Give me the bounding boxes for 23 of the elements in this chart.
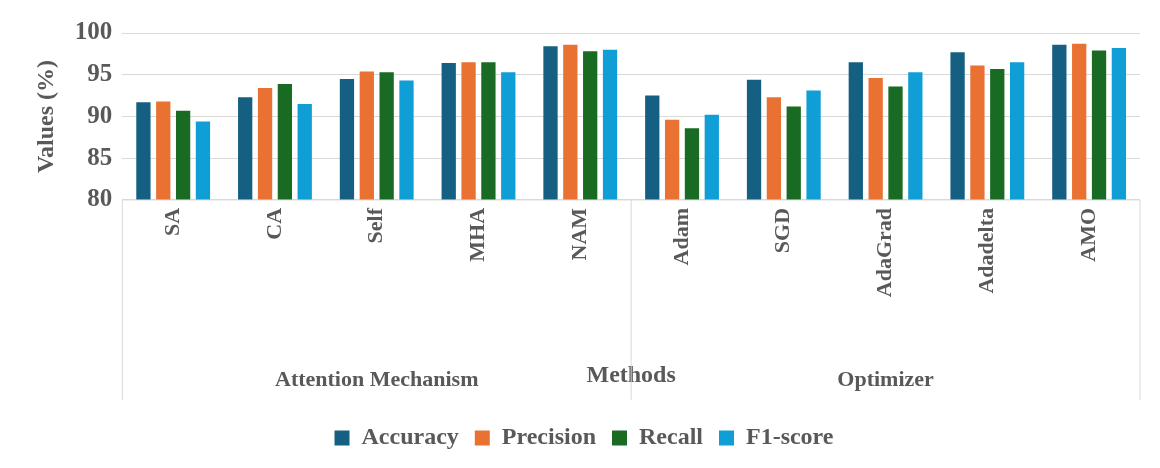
legend-label: F1-score bbox=[745, 423, 834, 450]
annotation: Attention Mechanism bbox=[274, 365, 479, 391]
y-axis-title: Values (%) bbox=[31, 59, 58, 174]
x-tick-label: NAM bbox=[565, 207, 591, 261]
x-tick-label: Adadelta bbox=[973, 207, 999, 294]
x-tick-label: CA bbox=[260, 207, 286, 240]
legend-label: Accuracy bbox=[361, 423, 459, 450]
x-tick-label: SA bbox=[158, 207, 184, 237]
x-tick-label: MHA bbox=[464, 207, 490, 262]
x-tick-label: Adam bbox=[667, 207, 693, 266]
x-axis-title: Methods bbox=[586, 360, 676, 387]
y-tick-label: 85 bbox=[87, 142, 113, 170]
annotation: Optimizer bbox=[837, 365, 935, 391]
x-tick-label: AdaGrad bbox=[871, 207, 897, 298]
legend-label: Recall bbox=[639, 423, 704, 450]
y-tick-label: 100 bbox=[74, 17, 113, 45]
y-tick-label: 90 bbox=[87, 100, 113, 128]
x-tick-label: Self bbox=[362, 207, 388, 244]
x-tick-label: AMO bbox=[1074, 207, 1100, 262]
y-tick-label: 95 bbox=[87, 59, 113, 87]
x-tick-label: SGD bbox=[769, 207, 795, 254]
y-tick-label: 80 bbox=[87, 184, 113, 212]
legend-label: Precision bbox=[501, 423, 597, 450]
